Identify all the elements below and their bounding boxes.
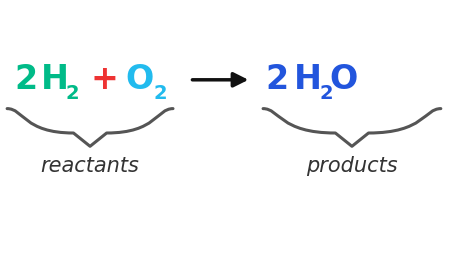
Text: 2: 2 — [154, 85, 167, 103]
Text: 2: 2 — [319, 85, 333, 103]
Text: 2: 2 — [15, 63, 37, 96]
Text: H: H — [294, 63, 322, 96]
Text: +: + — [91, 63, 118, 96]
Text: 2: 2 — [266, 63, 289, 96]
Text: O: O — [329, 63, 358, 96]
Text: products: products — [306, 156, 398, 176]
Text: O: O — [126, 63, 154, 96]
Text: H: H — [40, 63, 69, 96]
Text: 2: 2 — [65, 85, 79, 103]
Text: reactants: reactants — [41, 156, 139, 176]
